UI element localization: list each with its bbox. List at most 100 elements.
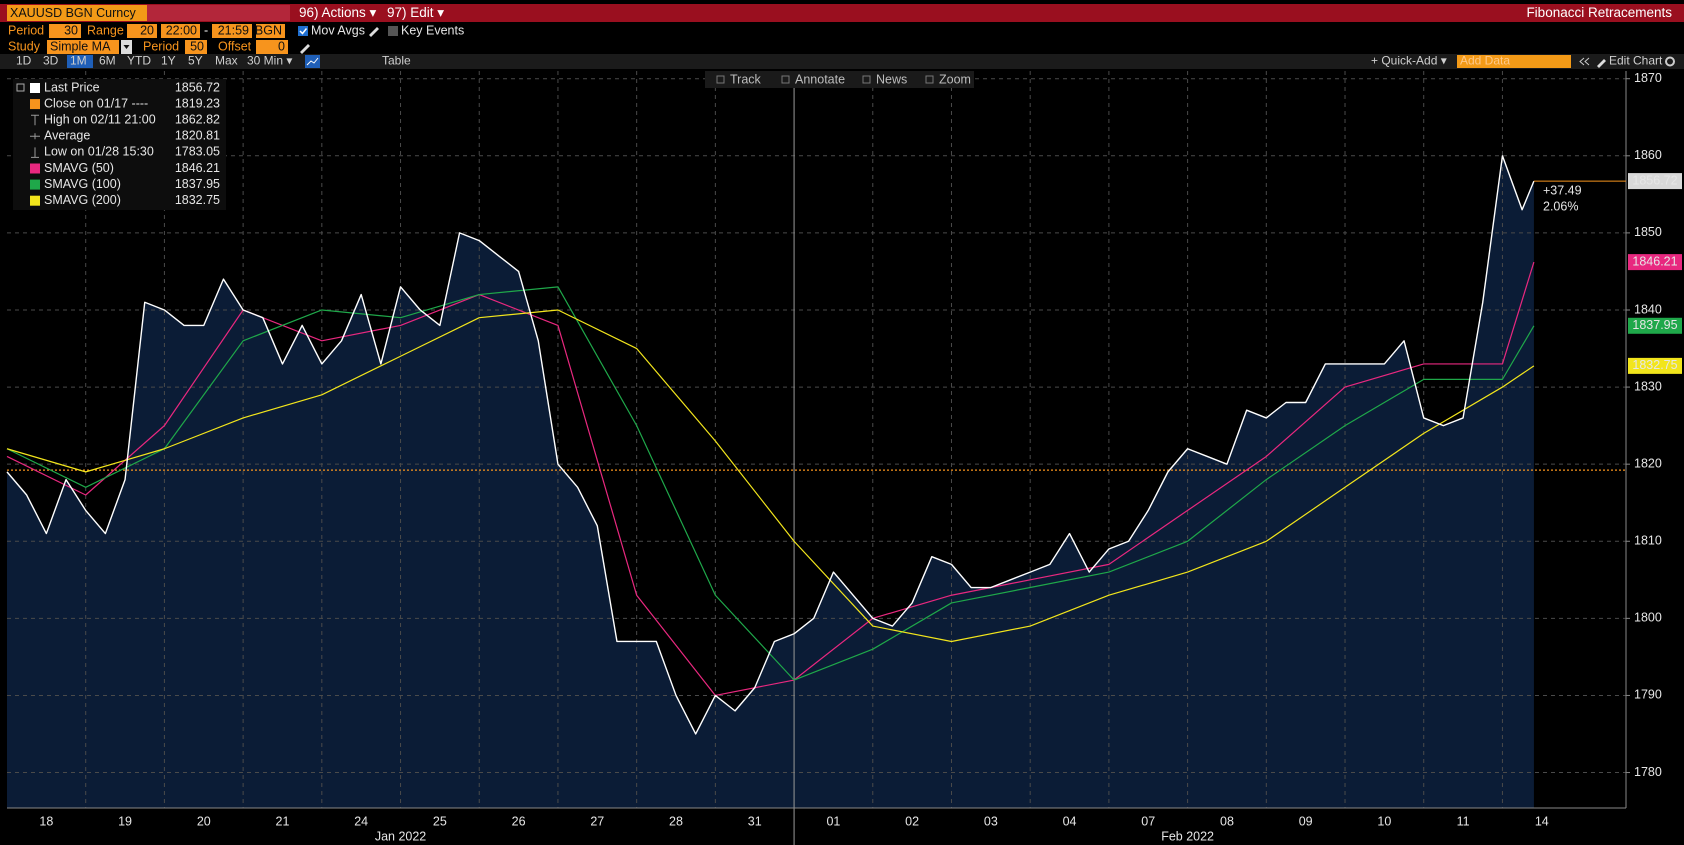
- line-icon: [306, 57, 319, 66]
- range-button[interactable]: YTD: [127, 54, 151, 68]
- study-period-label: Period: [143, 39, 179, 53]
- pencil-icon[interactable]: [300, 44, 310, 54]
- edit-chart[interactable]: Edit Chart: [1609, 54, 1663, 68]
- legend-label: Last Price: [44, 80, 100, 94]
- y-tick-label: 1800: [1634, 611, 1662, 625]
- tool-icon[interactable]: [862, 75, 871, 84]
- security[interactable]: XAUUSD BGN Curncy: [10, 6, 136, 20]
- dropdown-arrow: [123, 45, 130, 49]
- x-tick-label: 26: [512, 814, 526, 828]
- interval[interactable]: 30 Min ▾: [247, 54, 292, 68]
- add-data[interactable]: Add Data: [1460, 54, 1510, 68]
- sma-line: [6, 309, 1535, 643]
- actions-menu[interactable]: 96) Actions ▾: [299, 5, 377, 20]
- legend-swatch: [30, 83, 40, 93]
- study-period-field[interactable]: [185, 40, 207, 54]
- selected-range: [67, 55, 93, 68]
- security-field[interactable]: [7, 5, 147, 21]
- range[interactable]: 20: [140, 23, 154, 37]
- start-time[interactable]: 22:00: [166, 23, 197, 37]
- x-tick-label: 02: [905, 814, 919, 828]
- study[interactable]: Simple MA: [50, 39, 111, 53]
- tool-button[interactable]: Zoom: [939, 72, 971, 86]
- offset-field[interactable]: [256, 40, 288, 54]
- pencil-icon: [1597, 59, 1606, 68]
- y-tick-label: 1810: [1634, 534, 1662, 548]
- range-separator: -: [204, 23, 208, 37]
- tool-button[interactable]: Track: [730, 72, 762, 86]
- range-button[interactable]: 6M: [99, 54, 116, 68]
- x-tick-label: 01: [826, 814, 840, 828]
- mov-avgs[interactable]: Mov Avgs: [311, 23, 365, 37]
- range-button[interactable]: Max: [215, 54, 238, 68]
- table-button[interactable]: Table: [382, 54, 411, 68]
- x-tick-label: 04: [1063, 814, 1077, 828]
- y-tick-label: 1860: [1634, 148, 1662, 162]
- key-events[interactable]: Key Events: [401, 23, 464, 37]
- edit-menu[interactable]: 97) Edit ▾: [387, 5, 444, 20]
- range-button[interactable]: 1M: [70, 54, 87, 68]
- source[interactable]: BGN: [255, 23, 282, 37]
- y-tick-label: 1790: [1634, 688, 1662, 702]
- x-tick-label: 03: [984, 814, 998, 828]
- axis-value-label: 1846.21: [1632, 254, 1677, 268]
- legend-swatch: [30, 179, 40, 190]
- y-tick-label: 1820: [1634, 456, 1662, 470]
- offset[interactable]: 0: [278, 39, 285, 53]
- legend-label: Close on 01/17 ----: [44, 96, 148, 110]
- source-field[interactable]: [256, 24, 285, 38]
- price-line: [6, 155, 1535, 735]
- legend-label: SMAVG (50): [44, 161, 114, 175]
- legend-icon: [31, 147, 39, 158]
- study-period[interactable]: 50: [190, 39, 204, 53]
- tool-button[interactable]: Annotate: [795, 72, 845, 86]
- end-field[interactable]: [212, 24, 252, 38]
- range-button[interactable]: 1D: [16, 54, 32, 68]
- quick-add[interactable]: + Quick-Add ▾: [1371, 54, 1447, 68]
- period[interactable]: 30: [64, 23, 78, 37]
- tool-button[interactable]: News: [876, 72, 907, 86]
- period-field[interactable]: [49, 24, 81, 38]
- x-tick-label: 10: [1377, 814, 1391, 828]
- start-field[interactable]: [161, 24, 200, 38]
- key-events-checkbox[interactable]: [388, 26, 398, 36]
- range-button[interactable]: 1Y: [161, 54, 176, 68]
- x-tick-label: 19: [118, 814, 132, 828]
- settings-icon[interactable]: [1665, 56, 1675, 67]
- legend-swatch: [30, 163, 40, 174]
- legend-icon: [31, 114, 39, 126]
- mov-avgs-checkbox[interactable]: [298, 26, 308, 36]
- x-tick-label: 11: [1457, 814, 1470, 828]
- tool-icon[interactable]: [925, 75, 934, 84]
- range-button[interactable]: 3D: [43, 54, 59, 68]
- legend-label: SMAVG (100): [44, 177, 121, 191]
- month-label: Feb 2022: [1161, 829, 1214, 843]
- x-tick-label: 21: [276, 814, 290, 828]
- range-field[interactable]: [127, 24, 157, 38]
- x-tick-label: 25: [433, 814, 447, 828]
- tool-icon[interactable]: [716, 75, 725, 84]
- tool-icon[interactable]: [781, 75, 790, 84]
- y-tick-label: 1780: [1634, 765, 1662, 779]
- x-tick-label: 07: [1141, 814, 1155, 828]
- legend-icon: [30, 133, 40, 140]
- study-field[interactable]: [47, 40, 119, 54]
- range-button[interactable]: 5Y: [188, 54, 203, 68]
- axis-value-box: [1628, 317, 1682, 334]
- title-bar: [0, 4, 1684, 22]
- sma-line: [6, 286, 1535, 681]
- add-data-field[interactable]: [1457, 55, 1571, 68]
- chart-title: Fibonacci Retracements: [1526, 5, 1672, 20]
- pencil-icon[interactable]: [369, 27, 379, 37]
- end-time[interactable]: 21:59: [218, 23, 249, 37]
- tool-bar: [705, 71, 974, 88]
- collapse-icon[interactable]: [1579, 57, 1590, 66]
- x-tick-label: 24: [354, 814, 368, 828]
- legend-collapse[interactable]: [16, 83, 25, 92]
- offset-label: Offset: [218, 39, 252, 53]
- legend-value: 1862.82: [175, 112, 220, 126]
- y-tick-label: 1840: [1634, 302, 1662, 316]
- legend-value: 1837.95: [175, 177, 220, 191]
